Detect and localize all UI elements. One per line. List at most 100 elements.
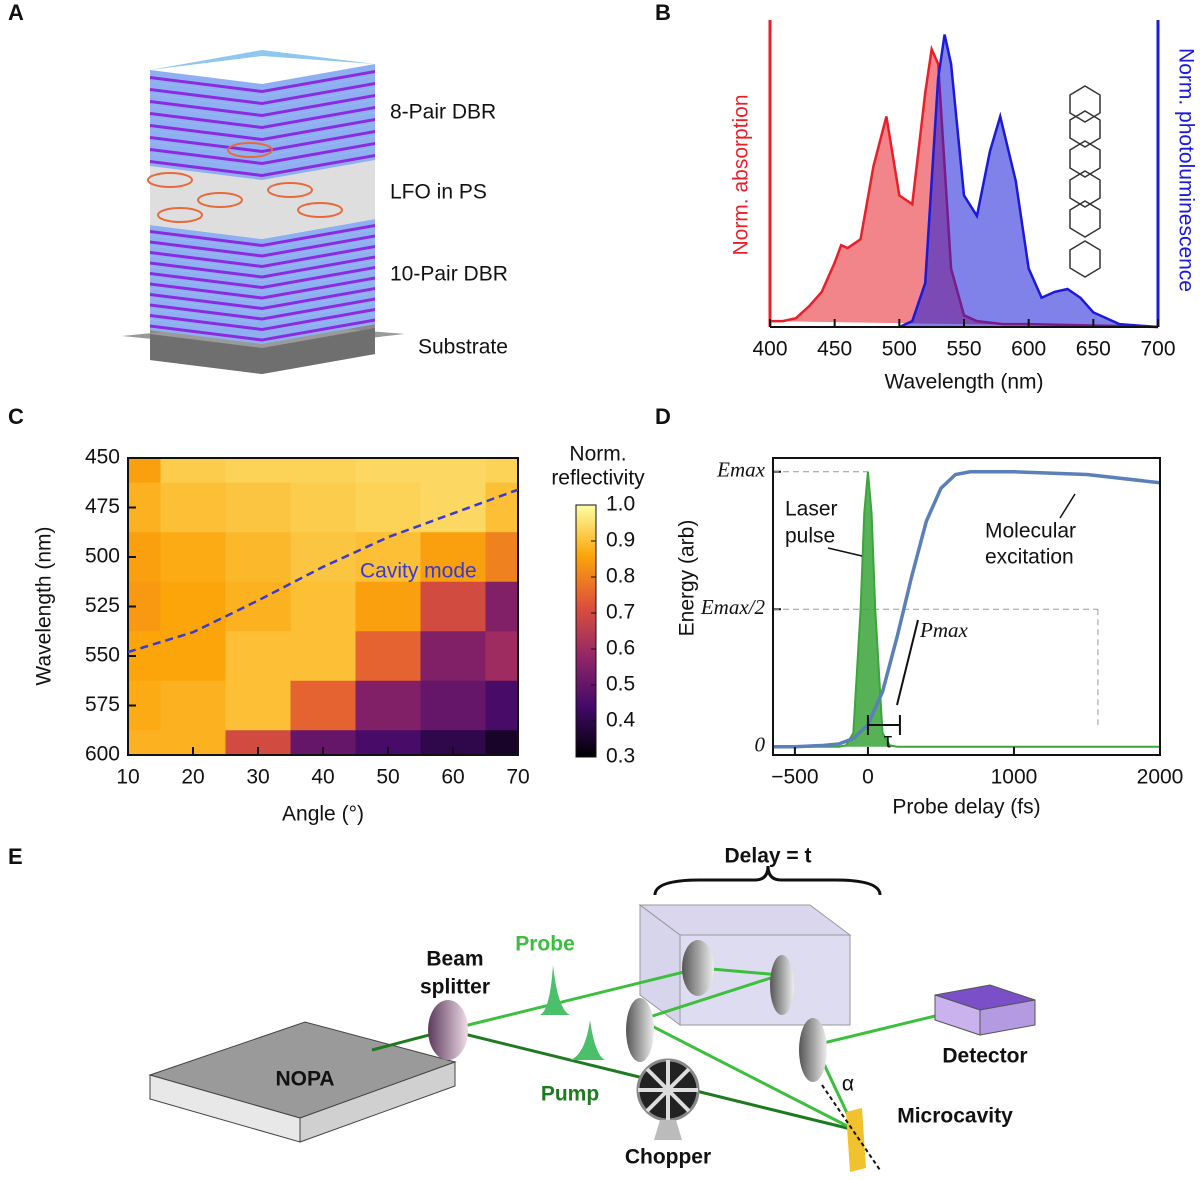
y-tick-label: Emax [716,458,765,482]
panel-label: D [655,404,671,429]
heat-cell [160,532,226,583]
colorbar-label: Norm. [569,443,626,466]
colorbar-tick-label: 0.8 [606,565,635,588]
layer [150,292,375,323]
molecule [147,172,193,188]
annotation: pulse [785,525,835,548]
colorbar-tick-label: 0.5 [606,673,635,696]
heat-cell [485,730,519,756]
panel-label: B [655,0,671,25]
layer [150,112,375,144]
x-tick-label: 650 [1076,338,1111,361]
layer [150,88,375,120]
heat-cell [485,532,519,583]
colorbar-tick-label: 1.0 [606,493,635,516]
nopa-side [299,1061,456,1143]
x-tick-label: 2000 [1137,766,1184,789]
colorbar-tick-label: 0.6 [606,637,635,660]
molecule-sketch [1069,85,1101,278]
colorbar-tick-label: 0.4 [606,709,636,732]
annotation: τ [884,730,893,753]
heat-cell [355,482,421,533]
x-axis-label: Angle (°) [282,803,364,826]
line [898,34,1159,329]
x-tick-label: 10 [116,766,139,789]
y-tick-label: 600 [85,743,120,766]
heat-cell [225,532,291,583]
heat-cell [290,482,356,533]
area-fill [899,34,1158,327]
layer-label: 8-Pair DBR [390,101,496,124]
y-tick-label: 0 [755,733,766,757]
layer [150,303,375,334]
heat-cell [355,532,421,583]
layer [150,240,375,271]
colorbar-tick-label: 0.9 [606,529,635,552]
heat-cell [420,680,486,731]
panel-a [122,50,405,374]
line [773,470,1161,749]
layer [150,271,375,302]
panel-label: E [8,844,23,869]
mirror [626,998,654,1062]
beam-splitter [428,1000,468,1060]
probe-pulse [540,965,570,1015]
heat-cell [420,458,486,484]
pump-pulse [570,1020,605,1060]
heat-cell [355,458,421,484]
pump-label: Pump [541,1083,599,1106]
molecule [157,207,203,223]
y-axis-label: Energy (arb) [676,520,699,637]
plot-frame [772,457,1161,756]
layer [150,76,375,108]
x-tick-label: 1000 [991,766,1038,789]
layer [150,124,375,156]
delay-brace [653,865,882,896]
annotation: Cavity mode [360,560,477,583]
annotation: excitation [985,546,1074,569]
layer [150,313,375,344]
heat-cell [225,581,291,632]
molecule [197,192,243,208]
colorbar-label: reflectivity [551,467,645,490]
x-tick-label: 0 [862,766,874,789]
y-tick-label: 500 [85,545,120,568]
layer [150,250,375,281]
layer [150,261,375,292]
y-axis-label: Wavelength (nm) [33,526,56,685]
heat-cell [290,680,356,731]
chopper-label: Chopper [625,1146,711,1169]
heat-cell [420,532,486,583]
y-tick-label: 475 [85,495,120,518]
mirror [770,955,794,1015]
annotation: Laser [785,498,838,521]
heat-cell [355,581,421,632]
x-tick-label: 550 [946,338,981,361]
panel-e [148,865,1036,1172]
molecule [227,142,273,158]
mirror [799,1018,827,1082]
y-tick-label: 450 [85,446,120,469]
cavity-mode-line [127,488,519,654]
delay-label: Delay = t [725,845,812,868]
x-tick-label: 20 [181,766,204,789]
y-axis-label: Norm. absorption [730,94,753,255]
x-tick-label: 60 [441,766,464,789]
heat-cell [225,680,291,731]
heat-cell [290,581,356,632]
colorbar-tick-label: 0.7 [606,601,635,624]
colorbar [575,504,597,758]
y-tick-label: 550 [85,644,120,667]
molecule [267,182,313,198]
tau-bracket [866,715,901,735]
line [773,471,1160,748]
heat-cell [160,458,226,484]
layer [150,229,375,260]
x-tick-label: 700 [1140,338,1175,361]
heat-cell [160,680,226,731]
heat-cell [160,581,226,632]
x-tick-label: 50 [376,766,399,789]
heat-cell [225,631,291,682]
heat-cell [160,482,226,533]
